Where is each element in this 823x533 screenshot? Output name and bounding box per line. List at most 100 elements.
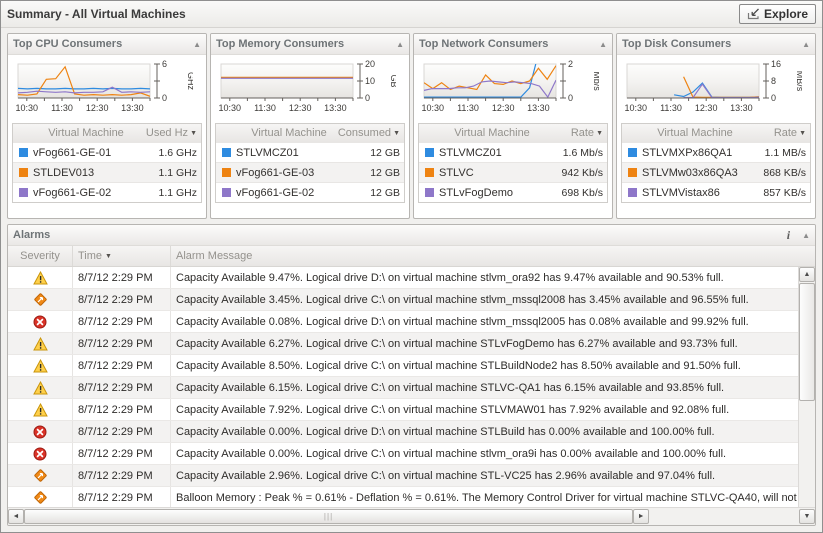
collapse-icon[interactable]: ▲	[396, 39, 404, 49]
col-virtual-machine[interactable]: Virtual Machine	[657, 127, 733, 139]
vm-name: vFog661-GE-02	[33, 186, 112, 199]
table-row[interactable]: STLVMXPx86QA1 1.1 MB/s	[622, 142, 810, 162]
alarm-row[interactable]: 8/7/12 2:29 PM Capacity Available 7.92%. …	[8, 399, 798, 421]
info-icon[interactable]: i	[786, 227, 791, 242]
table-row[interactable]: STLVMVistax86 857 KB/s	[622, 182, 810, 202]
svg-text:11:30: 11:30	[51, 103, 73, 113]
collapse-icon[interactable]: ▲	[802, 230, 810, 240]
panel-top-cpu-consumers: Top CPU Consumers ▲ 10:30 11:30 12:30 13:30 0 6…	[7, 33, 207, 219]
fatal-icon	[8, 443, 72, 464]
collapse-icon[interactable]: ▲	[599, 39, 607, 49]
series-swatch	[424, 148, 434, 157]
vm-value: 942 Kb/s	[561, 166, 603, 179]
warning-icon	[8, 355, 72, 376]
vertical-scrollbar[interactable]: ▲	[798, 267, 815, 507]
col-value[interactable]: Rate ▼	[570, 127, 603, 139]
vm-value: 1.6 GHz	[158, 146, 197, 159]
alarm-time: 8/7/12 2:29 PM	[72, 289, 170, 310]
col-value[interactable]: Consumed ▼	[337, 127, 400, 139]
warning-icon	[8, 333, 72, 354]
table-row[interactable]: vFog661-GE-02 1.1 GHz	[13, 182, 201, 202]
table-row[interactable]: STLvFogDemo 698 Kb/s	[419, 182, 607, 202]
alarm-row[interactable]: 8/7/12 2:29 PM Balloon Memory : Peak % = …	[8, 487, 798, 507]
alarm-row[interactable]: 8/7/12 2:29 PM Capacity Available 9.47%. …	[8, 267, 798, 289]
alarm-row[interactable]: 8/7/12 2:29 PM Capacity Available 0.08%. …	[8, 311, 798, 333]
horizontal-scrollbar[interactable]: ◄ ||| ►	[8, 509, 799, 524]
scroll-right-button[interactable]: ►	[633, 509, 650, 524]
sort-desc-icon: ▼	[799, 129, 806, 137]
vm-name: STLVC	[439, 166, 474, 179]
scroll-up-button[interactable]: ▲	[799, 267, 815, 282]
col-virtual-machine[interactable]: Virtual Machine	[48, 127, 124, 139]
table-row[interactable]: STLVC 942 Kb/s	[419, 162, 607, 182]
panel-title: Top Memory Consumers	[216, 38, 345, 50]
alarm-row[interactable]: 8/7/12 2:29 PM Capacity Available 6.15%. …	[8, 377, 798, 399]
col-virtual-machine[interactable]: Virtual Machine	[251, 127, 327, 139]
alarms-title: Alarms	[13, 229, 51, 241]
panel-title: Top Network Consumers	[419, 38, 549, 50]
vm-name: STLVMw03x86QA3	[642, 166, 738, 179]
alarm-row[interactable]: 8/7/12 2:29 PM Capacity Available 6.27%. …	[8, 333, 798, 355]
alarm-row[interactable]: 8/7/12 2:29 PM Capacity Available 2.96%. …	[8, 465, 798, 487]
alarm-row[interactable]: 8/7/12 2:29 PM Capacity Available 0.00%. …	[8, 421, 798, 443]
alarms-bottom-bar: ◄ ||| ► ▼	[8, 507, 815, 525]
alarm-time: 8/7/12 2:29 PM	[72, 399, 170, 420]
svg-text:12:30: 12:30	[695, 103, 718, 113]
chart-top-network-consumers: 10:30 11:30 12:30 13:30 0 2 Mb/s	[414, 55, 612, 121]
alarm-row[interactable]: 8/7/12 2:29 PM Capacity Available 0.00%. …	[8, 443, 798, 465]
table-row[interactable]: vFog661-GE-02 12 GB	[216, 182, 404, 202]
col-virtual-machine[interactable]: Virtual Machine	[454, 127, 530, 139]
sort-desc-icon: ▼	[596, 129, 603, 137]
series-swatch	[627, 168, 637, 177]
table-header-row: Virtual Machine Consumed ▼	[216, 124, 404, 142]
alarms-col-severity[interactable]: Severity	[20, 250, 60, 262]
collapse-icon[interactable]: ▲	[802, 39, 810, 49]
alarms-panel: Alarms i ▲ Severity Time ▼ Alarm Message…	[7, 224, 816, 526]
alarm-message: Capacity Available 9.47%. Logical drive …	[170, 267, 798, 288]
svg-text:10:30: 10:30	[422, 103, 445, 113]
scroll-down-button[interactable]: ▼	[799, 509, 815, 524]
col-value[interactable]: Rate ▼	[773, 127, 806, 139]
vm-value: 1.1 GHz	[158, 186, 197, 199]
alarm-time: 8/7/12 2:29 PM	[72, 465, 170, 486]
svg-text:13:30: 13:30	[730, 103, 753, 113]
table-header-row: Virtual Machine Rate ▼	[419, 124, 607, 142]
table-row[interactable]: STLVMCZ01 1.6 Mb/s	[419, 142, 607, 162]
series-swatch	[424, 168, 434, 177]
svg-text:10:30: 10:30	[219, 103, 242, 113]
collapse-icon[interactable]: ▲	[193, 39, 201, 49]
alarm-message: Capacity Available 0.08%. Logical drive …	[170, 311, 798, 332]
horizontal-scrollbar-thumb[interactable]: |||	[24, 509, 634, 524]
table-row[interactable]: STLVMCZ01 12 GB	[216, 142, 404, 162]
svg-text:11:30: 11:30	[660, 103, 682, 113]
explore-button[interactable]: Explore	[738, 4, 816, 24]
table-row[interactable]: STLVMw03x86QA3 868 KB/s	[622, 162, 810, 182]
alarm-row[interactable]: 8/7/12 2:29 PM Capacity Available 8.50%. …	[8, 355, 798, 377]
alarms-col-message[interactable]: Alarm Message	[170, 246, 799, 266]
alarm-time: 8/7/12 2:29 PM	[72, 355, 170, 376]
alarm-row[interactable]: 8/7/12 2:29 PM Capacity Available 3.45%. …	[8, 289, 798, 311]
table-top-disk-consumers: Virtual Machine Rate ▼ STLVMXPx86QA1 1.1 MB…	[621, 123, 811, 203]
series-swatch	[221, 168, 231, 177]
vertical-scrollbar-thumb[interactable]	[799, 283, 815, 401]
table-row[interactable]: STLDEV013 1.1 GHz	[13, 162, 201, 182]
series-swatch	[221, 188, 231, 197]
col-value[interactable]: Used Hz ▼	[145, 127, 197, 139]
series-swatch	[627, 188, 637, 197]
consumer-panels: Top CPU Consumers ▲ 10:30 11:30 12:30 13:30 0 6…	[7, 33, 816, 219]
table-row[interactable]: vFog661-GE-01 1.6 GHz	[13, 142, 201, 162]
table-top-cpu-consumers: Virtual Machine Used Hz ▼ vFog661-GE-01 1.6…	[12, 123, 202, 203]
alarm-message: Capacity Available 7.92%. Logical drive …	[170, 399, 798, 420]
panel-title: Top Disk Consumers	[622, 38, 732, 50]
chart-top-cpu-consumers: 10:30 11:30 12:30 13:30 0 6 GHz	[8, 55, 206, 121]
svg-text:2: 2	[568, 59, 573, 69]
alarms-col-time[interactable]: Time ▼	[72, 246, 170, 266]
series-swatch	[221, 148, 231, 157]
vm-value: 698 Kb/s	[561, 186, 603, 199]
scroll-left-button[interactable]: ◄	[8, 509, 24, 524]
svg-text:Mb/s: Mb/s	[592, 71, 599, 91]
vm-value: 1.6 Mb/s	[562, 146, 603, 159]
fatal-icon	[8, 421, 72, 442]
series-swatch	[424, 188, 434, 197]
table-row[interactable]: vFog661-GE-03 12 GB	[216, 162, 404, 182]
